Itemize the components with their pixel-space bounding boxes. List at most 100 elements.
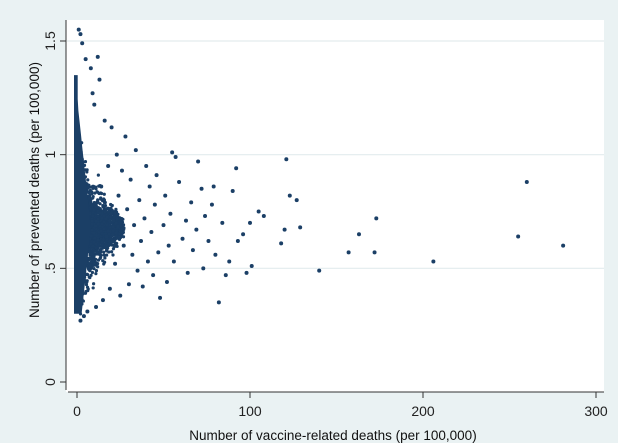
cluster-point bbox=[99, 253, 103, 257]
scatter-point bbox=[152, 202, 157, 207]
scatter-point bbox=[161, 223, 166, 228]
scatter-point bbox=[201, 266, 206, 271]
cluster-point bbox=[91, 196, 95, 200]
cluster-point bbox=[114, 231, 118, 235]
cluster-point bbox=[115, 216, 119, 221]
cluster-point bbox=[87, 196, 92, 200]
cluster-point bbox=[110, 233, 115, 237]
y-axis-ticks: 0 .5 1 1.5 bbox=[42, 31, 66, 386]
cluster-point bbox=[102, 214, 106, 218]
scatter-point bbox=[524, 179, 529, 184]
y-tick-label: 1 bbox=[42, 151, 58, 159]
scatter-point bbox=[114, 152, 119, 157]
scatter-point bbox=[90, 91, 95, 96]
scatter-point bbox=[107, 286, 112, 291]
scatter-point bbox=[203, 214, 208, 219]
scatter-point bbox=[80, 41, 85, 46]
cluster-point bbox=[95, 200, 99, 204]
scatter-point bbox=[104, 234, 109, 239]
y-tick-label: 1.5 bbox=[42, 31, 58, 51]
scatter-point bbox=[166, 243, 171, 248]
scatter-point bbox=[123, 134, 128, 139]
scatter-point bbox=[189, 200, 194, 205]
scatter-point bbox=[356, 232, 361, 237]
scatter-point bbox=[168, 211, 173, 216]
cluster-point bbox=[96, 261, 100, 266]
cluster-point bbox=[99, 196, 103, 200]
plot-area bbox=[66, 20, 604, 392]
scatter-point bbox=[216, 300, 221, 305]
cluster-point bbox=[94, 219, 98, 223]
scatter-point bbox=[139, 239, 144, 244]
cluster-point bbox=[119, 224, 123, 228]
scatter-point bbox=[230, 189, 235, 194]
cluster-point bbox=[91, 244, 95, 248]
cluster-point bbox=[91, 214, 95, 218]
cluster-point bbox=[106, 229, 111, 233]
scatter-point bbox=[76, 27, 81, 32]
cluster-point bbox=[90, 219, 94, 223]
scatter-point bbox=[81, 314, 86, 319]
cluster-point bbox=[94, 268, 99, 273]
scatter-point bbox=[561, 243, 566, 248]
scatter-point bbox=[133, 148, 138, 153]
scatter-point bbox=[284, 157, 289, 162]
scatter-point bbox=[88, 66, 93, 71]
scatter-point bbox=[140, 284, 145, 289]
x-tick-label: 100 bbox=[238, 403, 262, 419]
cluster-point bbox=[93, 249, 97, 253]
scatter-point bbox=[97, 77, 102, 82]
scatter-point bbox=[126, 282, 131, 287]
cluster-point bbox=[98, 250, 102, 254]
scatter-point bbox=[132, 223, 137, 228]
cluster-point bbox=[113, 238, 117, 242]
cluster-point bbox=[102, 205, 106, 209]
cluster-point bbox=[101, 259, 105, 263]
y-tick-label: .5 bbox=[42, 262, 58, 274]
scatter-point bbox=[171, 259, 176, 264]
scatter-point bbox=[234, 166, 239, 171]
scatter-point bbox=[282, 227, 287, 232]
cluster-point bbox=[91, 286, 95, 290]
cluster-point bbox=[94, 271, 98, 276]
scatter-point bbox=[78, 318, 83, 323]
scatter-point bbox=[118, 293, 123, 298]
cluster-point bbox=[109, 215, 113, 219]
scatter-point bbox=[113, 261, 118, 266]
cluster-point bbox=[90, 270, 95, 275]
cluster-point bbox=[105, 244, 109, 248]
scatter-point bbox=[102, 118, 107, 123]
cluster-point bbox=[111, 229, 116, 233]
scatter-point bbox=[235, 239, 240, 244]
cluster-point bbox=[119, 221, 123, 225]
cluster-point bbox=[109, 211, 114, 215]
scatter-point bbox=[177, 179, 182, 184]
cluster-point bbox=[83, 160, 88, 164]
cluster-point bbox=[90, 190, 94, 194]
cluster-point bbox=[108, 220, 112, 225]
scatter-point bbox=[130, 252, 135, 257]
scatter-point bbox=[227, 259, 232, 264]
cluster-point bbox=[96, 215, 100, 219]
cluster-point bbox=[102, 227, 106, 231]
cluster-point bbox=[101, 237, 106, 242]
cluster-point bbox=[122, 226, 126, 230]
cluster-point bbox=[110, 238, 114, 242]
scatter-point bbox=[261, 214, 266, 219]
cluster-point bbox=[102, 250, 106, 254]
scatter-point bbox=[144, 164, 149, 169]
cluster-point bbox=[114, 234, 118, 238]
cluster-point bbox=[99, 229, 103, 233]
scatter-point bbox=[106, 164, 111, 169]
cluster-point bbox=[104, 208, 108, 212]
cluster-point bbox=[102, 198, 107, 202]
scatter-point bbox=[372, 250, 377, 255]
scatter-point bbox=[180, 236, 185, 241]
scatter-point bbox=[125, 207, 130, 212]
cluster-point bbox=[117, 235, 121, 239]
cluster-point bbox=[113, 211, 117, 215]
cluster-point bbox=[104, 217, 108, 221]
cluster-point bbox=[98, 256, 102, 260]
scatter-point bbox=[137, 198, 142, 203]
cluster-point bbox=[88, 269, 92, 273]
